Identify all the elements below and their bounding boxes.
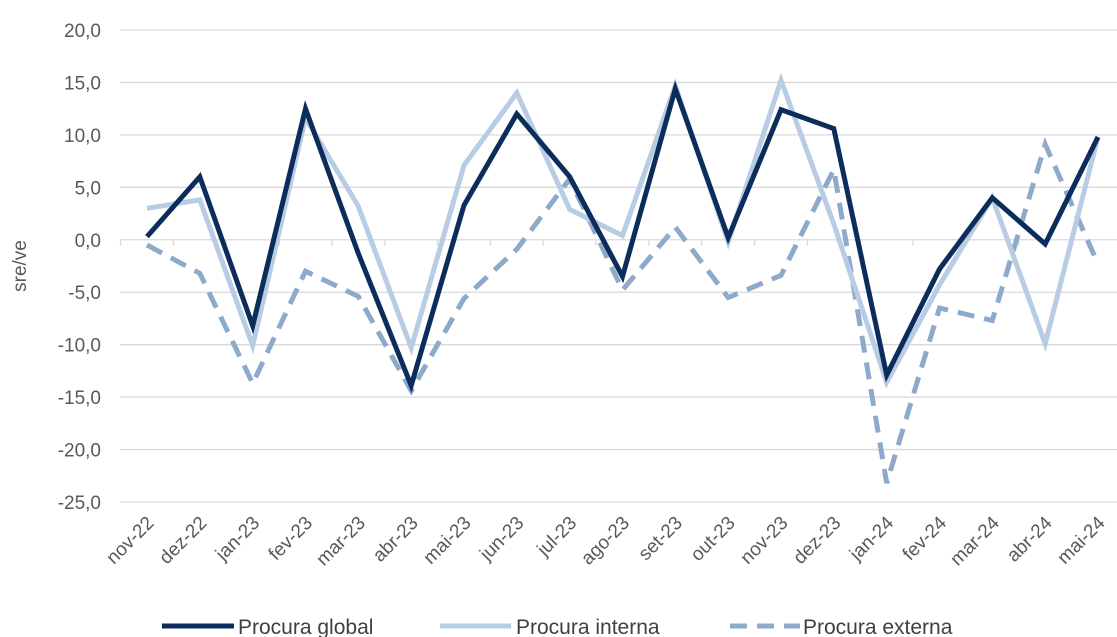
x-tick-label: out-23: [687, 513, 740, 566]
y-tick-label: 5,0: [75, 178, 101, 199]
legend-label: Procura global: [238, 616, 373, 637]
x-tick-label: dez-22: [155, 513, 211, 569]
x-tick-label: mar-23: [312, 513, 369, 570]
series-line-procura-global: [145, 80, 1101, 394]
y-axis-ticks: 20,0 15,0 10,0 5,0 0,0 -5,0 -10,0 -15,0 -20,0 -25…: [58, 21, 101, 514]
y-tick-label: -15,0: [58, 388, 101, 409]
series-lines: [145, 72, 1101, 484]
y-tick-label: -10,0: [58, 336, 101, 357]
x-tick-label: mai-23: [420, 513, 476, 569]
x-tick-label: jan-23: [211, 513, 264, 566]
y-tick-label: -20,0: [58, 441, 101, 462]
series-line-procura-externa: [145, 137, 1101, 484]
legend-item: Procura interna: [440, 616, 660, 637]
x-tick-label: ago-23: [577, 513, 634, 570]
legend: Procura global Procura interna Procura ext…: [162, 616, 953, 637]
legend-item: Procura externa: [730, 616, 953, 637]
x-tick-label: jun-23: [475, 513, 528, 566]
y-tick-label: -5,0: [68, 283, 101, 304]
x-tick-label: abr-24: [1003, 512, 1057, 566]
x-tick-label: mar-24: [946, 512, 1004, 570]
legend-item: Procura global: [162, 616, 373, 637]
y-tick-label: 20,0: [64, 21, 101, 42]
series-line-procura-interna: [146, 72, 1101, 389]
x-tick-label: fev-24: [899, 512, 951, 564]
x-tick-label: jan-24: [845, 512, 898, 565]
y-tick-label: 0,0: [75, 231, 101, 252]
x-tick-label: jul-23: [533, 513, 581, 561]
x-tick-label: nov-22: [103, 513, 159, 569]
y-tick-label: 10,0: [64, 126, 101, 147]
y-axis-title: sre/ve: [10, 240, 31, 292]
legend-label: Procura externa: [803, 616, 953, 637]
x-tick-label: set-23: [635, 513, 687, 565]
x-tick-label: dez-23: [789, 513, 845, 569]
x-tick-label: nov-23: [737, 513, 793, 569]
x-tick-label: fev-23: [265, 513, 317, 565]
x-tick-label: abr-23: [369, 513, 423, 567]
x-tick-label: mai-24: [1054, 512, 1110, 568]
gridlines: [119, 29, 1117, 503]
y-tick-label: -25,0: [58, 493, 101, 514]
y-tick-label: 15,0: [64, 73, 101, 94]
legend-label: Procura interna: [516, 616, 660, 637]
